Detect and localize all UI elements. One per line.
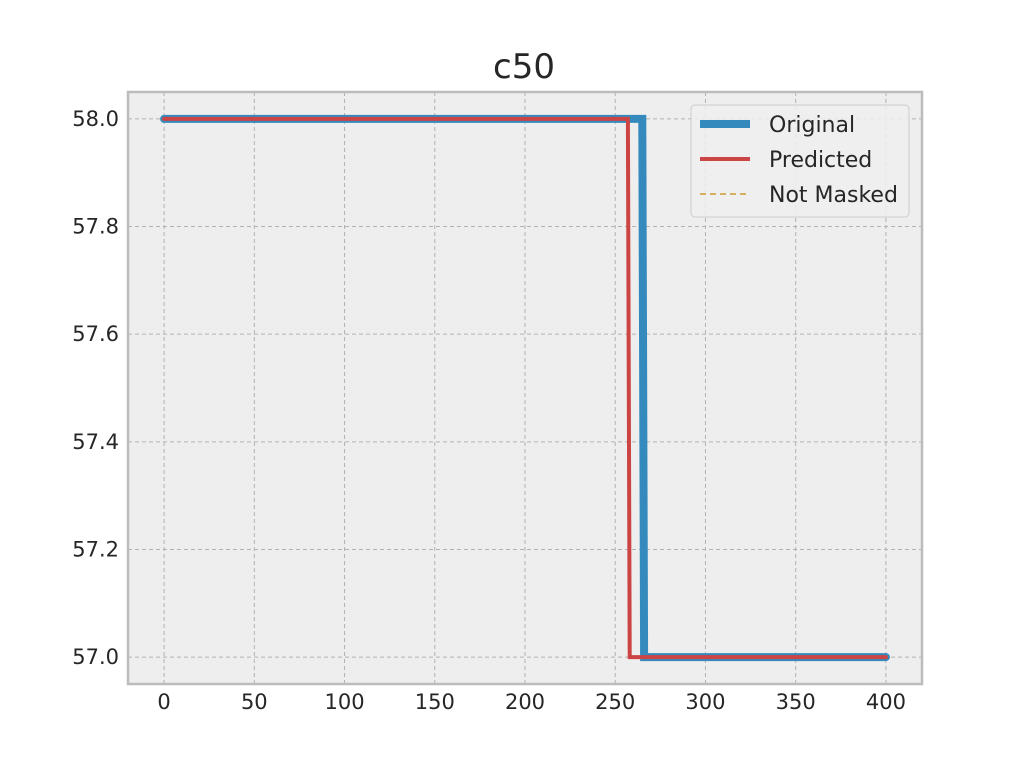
x-tick-label: 150 [415, 690, 455, 714]
y-tick-label: 58.0 [72, 107, 119, 131]
legend: Original Predicted Not Masked [690, 104, 910, 218]
series-lines [160, 114, 890, 662]
series-line-predicted [162, 116, 888, 660]
x-tick-label: 350 [776, 690, 816, 714]
plot-frame [126, 90, 924, 686]
x-axis-ticks: 0 50 100 150 200 250 300 350 400 [157, 690, 906, 714]
chart-title: c50 [493, 47, 555, 87]
x-tick-label: 250 [595, 690, 635, 714]
legend-box [690, 104, 910, 218]
x-tick-label: 300 [685, 690, 725, 714]
y-tick-label: 57.4 [72, 430, 119, 454]
legend-label: Not Masked [769, 183, 898, 208]
y-tick-label: 57.8 [72, 215, 119, 239]
y-axis-ticks: 57.0 57.2 57.4 57.6 57.8 58.0 [72, 107, 119, 669]
y-tick-label: 57.2 [72, 537, 119, 561]
y-tick-label: 57.6 [72, 322, 119, 346]
x-tick-label: 200 [505, 690, 545, 714]
y-tick-label: 57.0 [72, 645, 119, 669]
x-tick-label: 100 [324, 690, 364, 714]
x-tick-label: 400 [866, 690, 906, 714]
legend-label: Original [769, 113, 855, 138]
legend-label: Predicted [769, 148, 872, 173]
x-tick-label: 50 [241, 690, 268, 714]
x-tick-label: 0 [157, 690, 170, 714]
